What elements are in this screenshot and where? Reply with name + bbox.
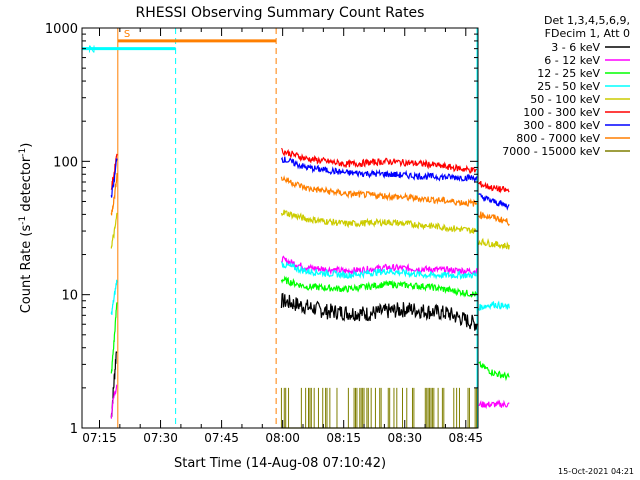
series-line (110, 157, 118, 198)
series-line (478, 360, 510, 382)
legend-label: 300 - 800 keV (523, 119, 600, 132)
series-line (280, 147, 478, 174)
series-line (110, 172, 118, 216)
y-axis-label-main: Count Rate (s (19, 225, 34, 314)
series-line (478, 237, 510, 250)
series-line (281, 261, 477, 280)
legend-label: 25 - 50 keV (537, 80, 600, 93)
y-tick-label: 1000 (45, 22, 78, 37)
y-axis-label-end: ) (19, 143, 34, 148)
legend-label: 3 - 6 keV (551, 41, 600, 54)
legend-label: 6 - 12 keV (544, 54, 600, 67)
series-line (110, 384, 118, 419)
legend-label: 100 - 300 keV (523, 106, 600, 119)
series-line (280, 275, 478, 298)
y-axis-label-sup1: -1 (18, 216, 28, 225)
series-line (478, 193, 510, 211)
x-axis-label: Start Time (14-Aug-08 07:10:42) (174, 456, 386, 471)
series-line (280, 209, 477, 234)
series-line (478, 300, 510, 311)
chart-title: RHESSI Observing Summary Count Rates (136, 5, 425, 21)
y-tick-label: 10 (61, 289, 78, 304)
plot-frame (81, 27, 479, 429)
legend-header-line2: FDecim 1, Att 0 (545, 27, 630, 40)
legend-label: 800 - 7000 keV (516, 132, 600, 145)
y-tick-label: 1 (70, 422, 78, 437)
y-tick-label: 100 (53, 155, 78, 170)
legend-label: 50 - 100 keV (530, 93, 600, 106)
series-line (478, 180, 510, 194)
series-line (280, 175, 478, 207)
x-tick-label: 08:30 (387, 431, 422, 445)
series-line (110, 302, 118, 374)
x-tick-label: 07:45 (204, 431, 239, 445)
series-line (478, 399, 510, 410)
y-axis-label: Count Rate (s-1 detector-1) (18, 143, 34, 314)
series-line (478, 211, 510, 227)
series-lines (110, 147, 510, 429)
legend-label: 12 - 25 keV (537, 67, 600, 80)
y-axis-ticks: 1 10 100 1000 (45, 22, 478, 437)
flag-label: S (124, 29, 130, 40)
x-tick-label: 08:15 (326, 431, 361, 445)
y-axis-label-mid: detector (19, 156, 34, 216)
x-tick-label: 08:00 (265, 431, 300, 445)
legend: Det 1,3,4,5,6,9, FDecim 1, Att 0 3 - 6 k… (502, 14, 630, 158)
x-tick-label: 07:30 (143, 431, 178, 445)
series-line (280, 292, 478, 331)
legend-header-line1: Det 1,3,4,5,6,9, (544, 14, 630, 27)
x-axis-ticks: 07:15 07:30 07:45 08:00 08:15 08:30 08:45 (82, 28, 483, 445)
series-line (110, 279, 118, 315)
legend-label: 7000 - 15000 keV (502, 145, 600, 158)
series-line (110, 212, 118, 249)
series-line (280, 156, 478, 184)
footer-date: 15-Oct-2021 04:21 (558, 467, 634, 476)
flag-label: N (88, 45, 95, 56)
y-axis-label-sup2: -1 (18, 148, 28, 157)
series-line (280, 255, 478, 277)
x-tick-label: 08:45 (448, 431, 483, 445)
flag-bars: SN (82, 28, 478, 428)
x-tick-label: 07:15 (82, 431, 117, 445)
